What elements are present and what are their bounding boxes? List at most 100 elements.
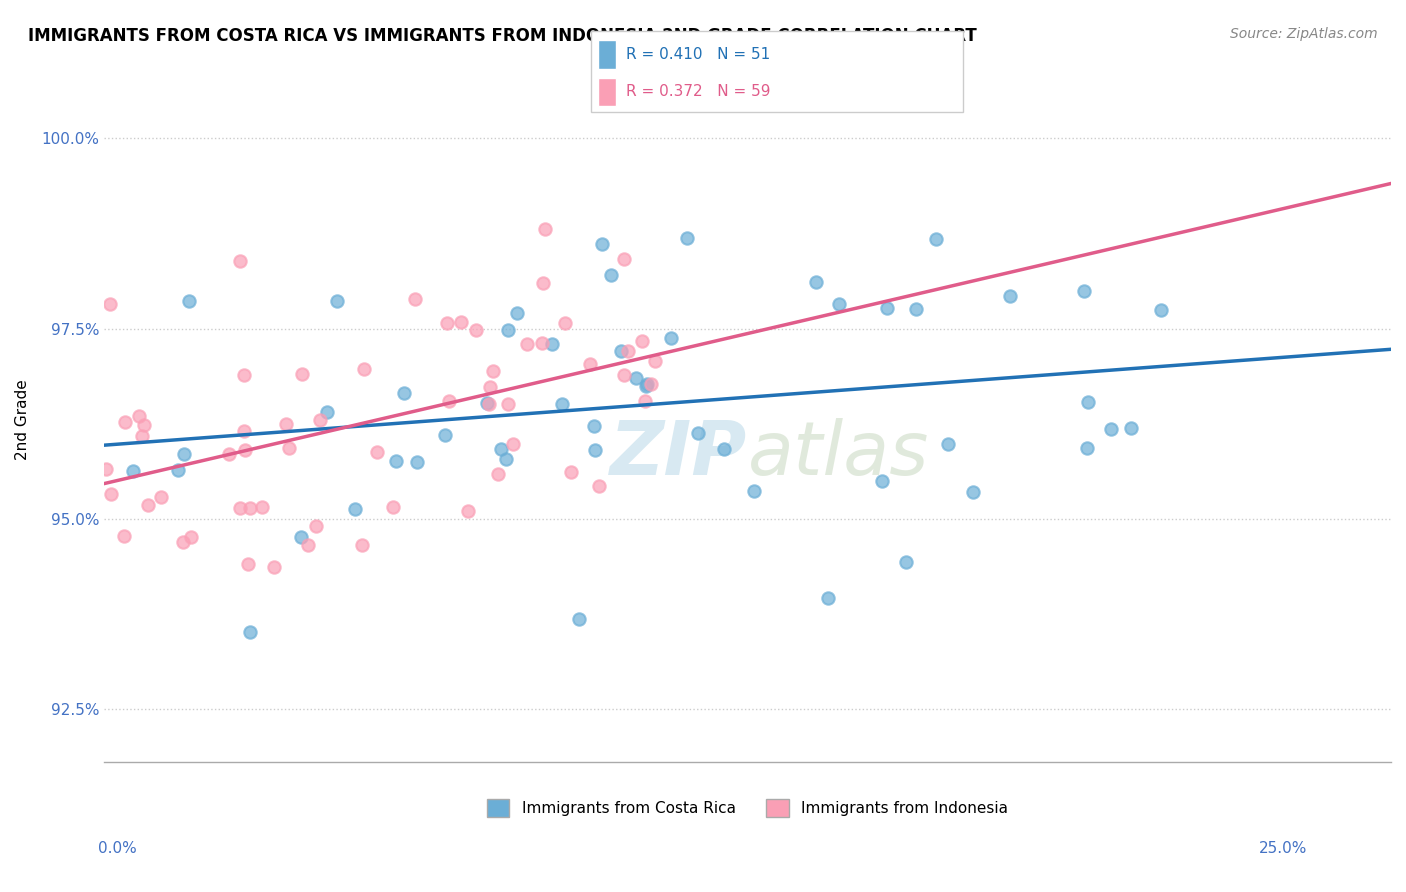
Point	[688, 426, 710, 441]
Point	[1000, 289, 1022, 303]
Point	[394, 385, 416, 400]
Point	[478, 379, 501, 393]
Point	[325, 293, 347, 308]
Point	[177, 293, 200, 308]
Point	[876, 301, 898, 315]
Point	[600, 268, 623, 282]
Point	[630, 334, 652, 348]
Y-axis label: 2nd Grade: 2nd Grade	[15, 380, 30, 460]
Point	[613, 252, 636, 266]
Point	[551, 397, 574, 411]
Point	[568, 612, 591, 626]
Point	[1077, 394, 1099, 409]
Point	[291, 367, 314, 381]
Point	[228, 253, 250, 268]
Point	[350, 538, 373, 552]
Point	[828, 297, 851, 311]
Point	[495, 452, 517, 467]
Point	[477, 395, 499, 409]
Point	[516, 337, 538, 351]
Point	[297, 538, 319, 552]
Point	[591, 237, 613, 252]
Point	[742, 484, 765, 499]
Point	[617, 344, 640, 359]
Point	[804, 275, 827, 289]
Point	[100, 297, 122, 311]
Point	[233, 425, 256, 439]
Point	[305, 518, 328, 533]
Point	[486, 467, 509, 481]
Point	[385, 453, 408, 467]
Point	[634, 394, 657, 409]
Point	[578, 357, 600, 371]
Point	[366, 444, 388, 458]
Point	[353, 361, 375, 376]
Point	[122, 464, 145, 478]
Point	[502, 436, 524, 450]
Point	[274, 417, 297, 431]
Point	[136, 498, 159, 512]
Point	[530, 336, 553, 351]
Text: R = 0.410   N = 51: R = 0.410 N = 51	[626, 47, 770, 62]
Point	[634, 379, 657, 393]
Point	[924, 232, 946, 246]
Point	[457, 504, 479, 518]
Point	[624, 371, 647, 385]
Point	[131, 429, 153, 443]
Point	[644, 354, 666, 368]
Point	[100, 487, 122, 501]
Point	[962, 485, 984, 500]
Point	[404, 292, 426, 306]
Point	[263, 560, 285, 574]
Point	[583, 443, 606, 458]
Point	[583, 419, 606, 434]
Point	[588, 479, 610, 493]
Point	[382, 500, 405, 515]
Point	[640, 377, 662, 392]
Point	[218, 446, 240, 460]
Point	[1121, 421, 1143, 435]
Point	[894, 555, 917, 569]
Point	[166, 462, 188, 476]
Point	[489, 442, 512, 456]
Point	[172, 534, 194, 549]
Point	[636, 376, 658, 391]
Point	[308, 413, 330, 427]
Text: Source: ZipAtlas.com: Source: ZipAtlas.com	[1230, 27, 1378, 41]
Point	[238, 558, 260, 572]
Point	[173, 447, 195, 461]
Point	[482, 364, 505, 378]
Point	[533, 222, 555, 236]
Point	[676, 231, 699, 245]
Point	[434, 427, 457, 442]
Point	[554, 316, 576, 330]
Legend: Immigrants from Costa Rica, Immigrants from Indonesia: Immigrants from Costa Rica, Immigrants f…	[481, 792, 1015, 823]
Point	[439, 393, 461, 408]
Point	[112, 529, 135, 543]
Text: IMMIGRANTS FROM COSTA RICA VS IMMIGRANTS FROM INDONESIA 2ND GRADE CORRELATION CH: IMMIGRANTS FROM COSTA RICA VS IMMIGRANTS…	[28, 27, 977, 45]
Point	[1073, 285, 1095, 299]
Point	[316, 404, 339, 418]
Point	[1099, 422, 1122, 436]
Point	[128, 409, 150, 424]
Point	[613, 368, 636, 383]
Point	[94, 462, 117, 476]
Point	[465, 323, 488, 337]
Point	[132, 418, 155, 433]
Point	[290, 530, 312, 544]
Point	[277, 441, 299, 455]
Point	[533, 277, 555, 291]
Point	[817, 591, 839, 605]
Point	[150, 490, 173, 504]
Point	[229, 501, 252, 516]
Point	[450, 315, 472, 329]
Point	[343, 501, 366, 516]
Point	[496, 323, 519, 337]
Point	[114, 415, 136, 429]
Point	[1076, 441, 1098, 455]
Point	[541, 337, 564, 351]
Point	[239, 501, 262, 516]
Text: atlas: atlas	[748, 418, 929, 491]
Point	[436, 316, 458, 330]
Point	[1150, 303, 1173, 318]
